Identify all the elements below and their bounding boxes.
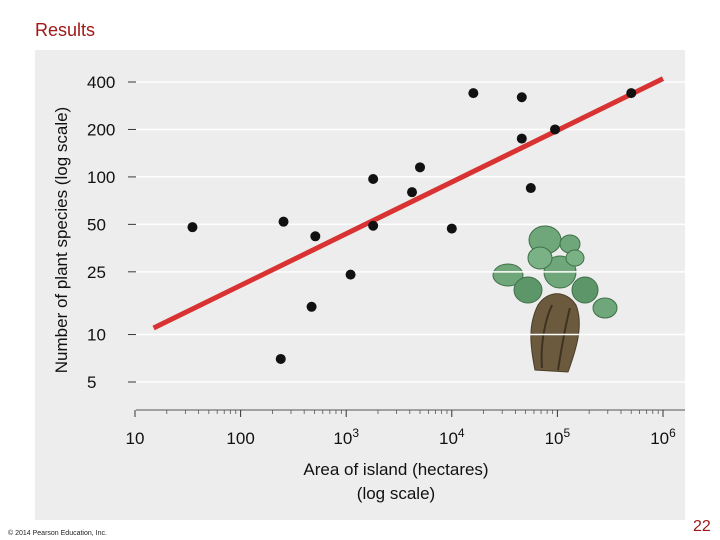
y-tick-label-50: 50 xyxy=(87,215,106,234)
axis-titles: Area of island (hectares) (log scale) Numb… xyxy=(52,107,489,503)
data-point-14 xyxy=(525,183,536,194)
trend-line xyxy=(152,76,665,331)
copyright-notice: © 2014 Pearson Education, Inc. xyxy=(8,530,107,537)
data-point-7 xyxy=(368,220,379,231)
data-point-2 xyxy=(278,216,289,227)
slide-title: Results xyxy=(35,20,96,40)
data-point-8 xyxy=(407,187,418,198)
x-tick-label-4: 105 xyxy=(545,426,571,448)
x-tick-label-5: 106 xyxy=(650,426,676,448)
y-tick-label-100: 100 xyxy=(87,168,115,187)
data-point-6 xyxy=(368,173,379,184)
data-points xyxy=(187,88,637,364)
y-tick-label-25: 25 xyxy=(87,263,106,282)
data-point-4 xyxy=(310,231,321,242)
y-tick-label-200: 200 xyxy=(87,120,115,139)
x-tick-label-2: 103 xyxy=(333,426,359,448)
y-tick-label-5: 5 xyxy=(87,373,96,392)
data-point-0 xyxy=(187,222,198,233)
y-tick-label-400: 400 xyxy=(87,73,115,92)
y-axis-title: Number of plant species (log scale) xyxy=(52,107,71,373)
data-point-11 xyxy=(468,88,479,99)
data-point-10 xyxy=(446,223,457,234)
x-tick-label-1: 100 xyxy=(226,429,254,448)
data-point-5 xyxy=(345,269,356,280)
cactus-image xyxy=(492,225,618,373)
x-axis-title: Area of island (hectares) xyxy=(303,460,488,479)
grid-lines xyxy=(128,81,685,383)
data-point-15 xyxy=(550,124,561,135)
trend-line-layer xyxy=(152,76,665,331)
tick-labels: 5 10 25 50 100 200 400 10 100 103 104 105 106 xyxy=(87,73,676,448)
axes xyxy=(128,81,685,417)
data-point-13 xyxy=(516,133,527,144)
data-point-12 xyxy=(516,92,527,103)
x-axis-subtitle: (log scale) xyxy=(357,484,435,503)
x-tick-label-0: 10 xyxy=(126,429,145,448)
x-tick-label-3: 104 xyxy=(439,426,465,448)
data-point-16 xyxy=(626,88,637,99)
data-point-1 xyxy=(275,353,286,364)
data-point-9 xyxy=(415,162,426,173)
y-tick-label-10: 10 xyxy=(87,326,106,345)
data-point-3 xyxy=(306,301,317,312)
page-number: 22 xyxy=(693,518,711,535)
